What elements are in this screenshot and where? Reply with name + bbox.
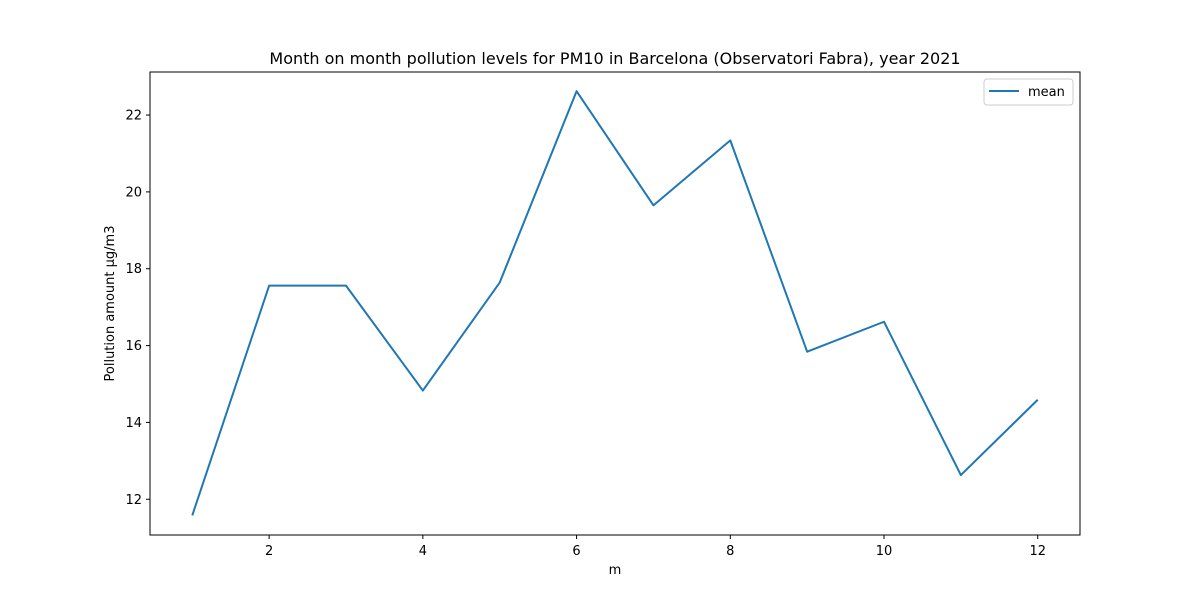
y-axis-ticks: 12 14 16 18 20 22 [125, 109, 150, 508]
data-point [422, 390, 424, 392]
legend-box [983, 78, 1074, 106]
legend: mean [983, 78, 1074, 106]
series-layer [191, 90, 1039, 516]
data-point [806, 351, 808, 353]
x-tick-label: 12 [1029, 544, 1046, 559]
y-tick-label: 22 [125, 109, 142, 124]
data-point [1037, 399, 1039, 401]
x-tick-label: 10 [876, 544, 893, 559]
y-tick-label: 14 [125, 416, 142, 431]
data-point [960, 474, 962, 476]
data-point [652, 204, 654, 206]
x-tick-label: 6 [572, 544, 580, 559]
chart-title: Month on month pollution levels for PM10… [269, 49, 960, 68]
y-tick-label: 16 [125, 339, 142, 354]
data-point [191, 514, 193, 516]
data-point [729, 139, 731, 141]
data-point [268, 285, 270, 287]
legend-label-mean: mean [1028, 85, 1065, 100]
data-point [576, 90, 578, 92]
x-tick-label: 4 [419, 544, 427, 559]
plot-frame [149, 71, 1081, 536]
y-axis-label: Pollution amount μg/m3 [103, 226, 118, 382]
series-line-mean [191, 90, 1039, 516]
y-tick-label: 12 [125, 493, 142, 508]
x-axis-label: m [609, 563, 622, 578]
x-tick-label: 8 [726, 544, 734, 559]
y-tick-label: 20 [125, 185, 142, 200]
data-point [345, 285, 347, 287]
data-point [499, 282, 501, 284]
data-point [883, 321, 885, 323]
y-tick-label: 18 [125, 262, 142, 277]
x-axis-ticks: 2 4 6 8 10 12 [265, 535, 1046, 559]
x-tick-label: 2 [265, 544, 273, 559]
